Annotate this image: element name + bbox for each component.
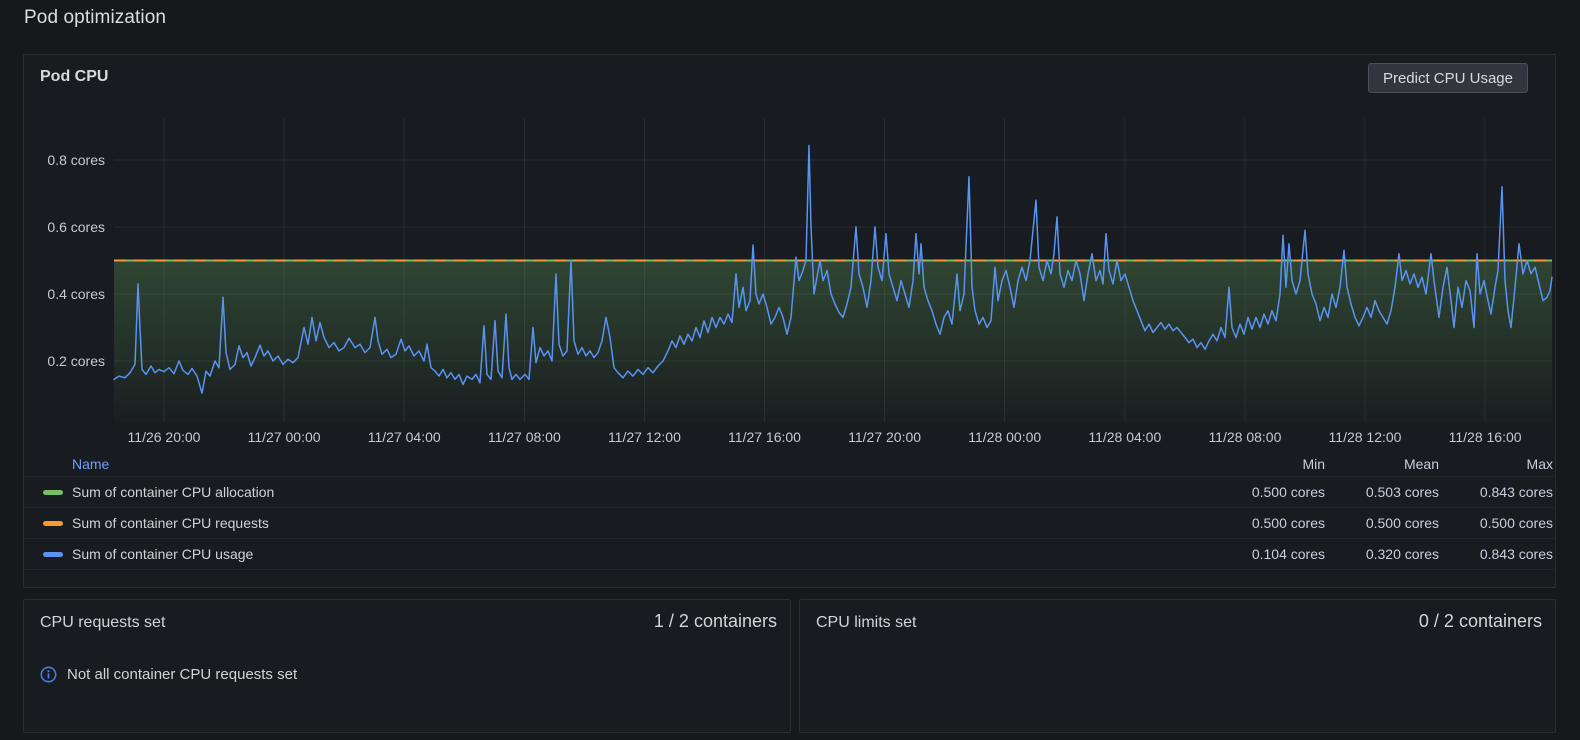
allocation-mean: 0.503 cores — [1365, 484, 1439, 500]
allocation-area-fill — [114, 260, 1552, 422]
requests-mean: 0.500 cores — [1365, 515, 1439, 531]
svg-text:11/28 16:00: 11/28 16:00 — [1449, 429, 1522, 445]
legend-label-requests[interactable]: Sum of container CPU requests — [24, 515, 1211, 531]
svg-text:11/27 16:00: 11/27 16:00 — [728, 429, 801, 445]
svg-text:11/28 12:00: 11/28 12:00 — [1329, 429, 1402, 445]
legend-header-mean[interactable]: Mean — [1403, 455, 1439, 472]
svg-text:11/27 12:00: 11/27 12:00 — [608, 429, 681, 445]
page-title: Pod optimization — [24, 7, 167, 28]
legend-label-allocation[interactable]: Sum of container CPU allocation — [24, 484, 1211, 500]
requests-panel-title: CPU requests set — [40, 614, 166, 631]
usage-line — [113, 144, 1553, 394]
svg-text:11/28 04:00: 11/28 04:00 — [1088, 429, 1161, 445]
legend-label-usage[interactable]: Sum of container CPU usage — [24, 546, 1211, 562]
legend-row-usage: Sum of container CPU usage 0.104 cores 0… — [24, 539, 1555, 570]
svg-text:0.6 cores: 0.6 cores — [47, 219, 105, 235]
svg-text:11/28 00:00: 11/28 00:00 — [968, 429, 1041, 445]
legend-header-row: Name Min Mean Max — [24, 451, 1555, 477]
chart-legend: Name Min Mean Max Sum of container CPU a… — [24, 451, 1555, 570]
requests-max: 0.500 cores — [1479, 515, 1553, 531]
requests-series-swatch — [43, 520, 63, 526]
svg-text:11/27 00:00: 11/27 00:00 — [248, 429, 321, 445]
cpu-requests-set-panel: CPU requests set 1 / 2 containers Not al… — [23, 599, 791, 733]
cpu-limits-set-panel: CPU limits set 0 / 2 containers — [799, 599, 1556, 733]
legend-header-name[interactable]: Name — [72, 455, 110, 472]
allocation-min: 0.500 cores — [1251, 484, 1325, 500]
svg-text:11/27 20:00: 11/27 20:00 — [848, 429, 921, 445]
svg-text:0.8 cores: 0.8 cores — [47, 152, 105, 168]
usage-max: 0.843 cores — [1479, 546, 1553, 562]
requests-warning-row: Not all container CPU requests set — [40, 666, 297, 683]
panel-title-pod-cpu: Pod CPU — [40, 68, 109, 85]
legend-header-max[interactable]: Max — [1526, 455, 1553, 472]
usage-mean: 0.320 cores — [1365, 546, 1439, 562]
requests-min: 0.500 cores — [1251, 515, 1325, 531]
limits-panel-value: 0 / 2 containers — [1418, 611, 1542, 631]
legend-row-requests: Sum of container CPU requests 0.500 core… — [24, 508, 1555, 539]
legend-header-min[interactable]: Min — [1302, 455, 1325, 472]
pod-cpu-panel: Pod CPU Predict CPU Usage 0.2 cores 0.4 c… — [23, 54, 1556, 588]
usage-min: 0.104 cores — [1251, 546, 1325, 562]
limits-panel-title: CPU limits set — [816, 614, 917, 631]
svg-text:0.2 cores: 0.2 cores — [47, 353, 105, 369]
svg-text:11/28 08:00: 11/28 08:00 — [1208, 429, 1281, 445]
requests-panel-value: 1 / 2 containers — [653, 611, 777, 631]
svg-text:11/27 04:00: 11/27 04:00 — [368, 429, 441, 445]
requests-warning-text: Not all container CPU requests set — [67, 666, 298, 683]
usage-series-swatch — [43, 551, 63, 557]
svg-text:11/26 20:00: 11/26 20:00 — [128, 429, 201, 445]
chart-series — [113, 144, 1553, 422]
info-icon — [40, 666, 57, 683]
cpu-time-series-chart[interactable]: 0.2 cores 0.4 cores 0.6 cores 0.8 cores 11/2… — [24, 118, 1555, 452]
legend-row-allocation: Sum of container CPU allocation 0.500 co… — [24, 477, 1555, 508]
predict-cpu-usage-button[interactable]: Predict CPU Usage — [1367, 63, 1528, 93]
axis-labels: 0.2 cores 0.4 cores 0.6 cores 0.8 cores 11/2… — [47, 152, 1521, 445]
svg-text:0.4 cores: 0.4 cores — [47, 286, 105, 302]
svg-text:11/27 08:00: 11/27 08:00 — [488, 429, 561, 445]
allocation-max: 0.843 cores — [1479, 484, 1553, 500]
allocation-series-swatch — [43, 489, 63, 495]
